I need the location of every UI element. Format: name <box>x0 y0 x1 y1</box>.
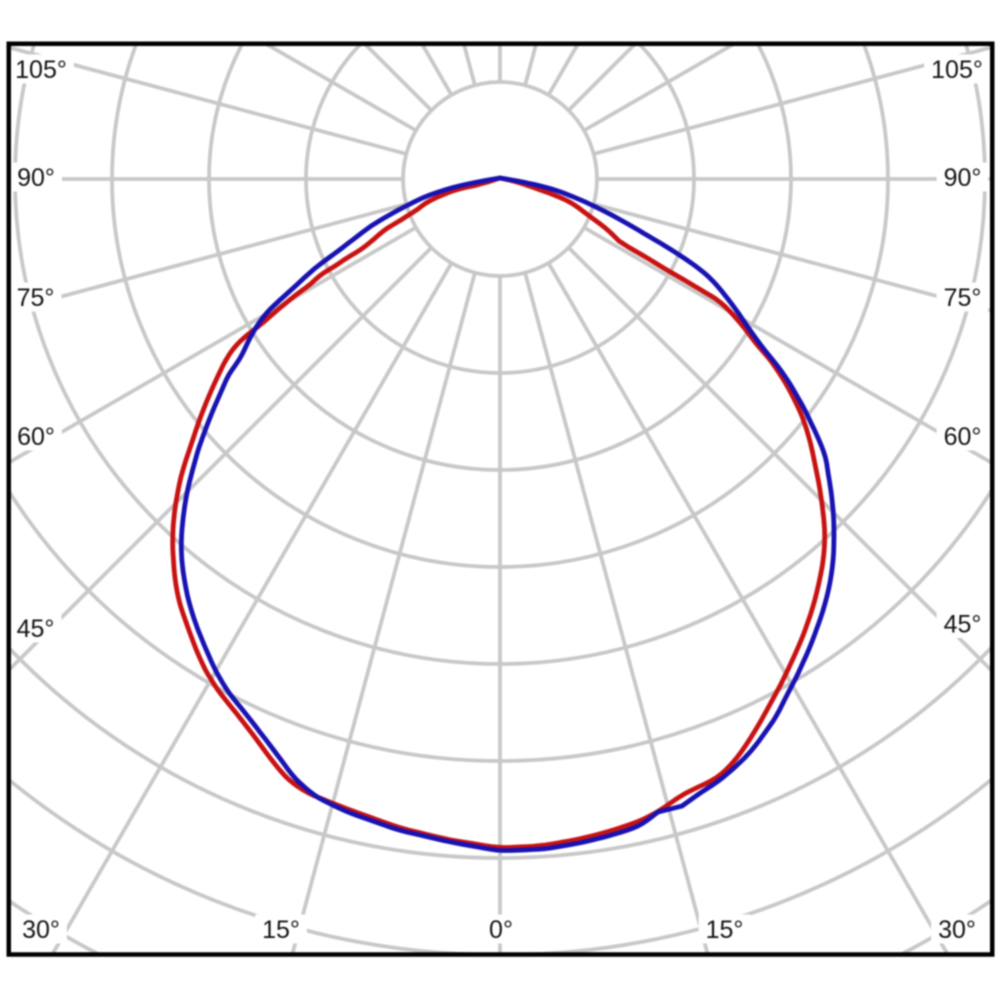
svg-text:30°: 30° <box>938 916 976 944</box>
svg-text:45°: 45° <box>944 611 982 639</box>
svg-text:90°: 90° <box>17 164 55 192</box>
svg-text:105°: 105° <box>931 56 983 84</box>
svg-text:0°: 0° <box>489 916 513 944</box>
svg-text:30°: 30° <box>22 916 60 944</box>
svg-text:105°: 105° <box>15 56 67 84</box>
svg-text:45°: 45° <box>17 615 55 643</box>
svg-text:60°: 60° <box>944 423 982 451</box>
svg-text:75°: 75° <box>17 284 55 312</box>
svg-text:15°: 15° <box>262 916 300 944</box>
svg-text:75°: 75° <box>944 284 982 312</box>
svg-text:60°: 60° <box>17 423 55 451</box>
svg-text:15°: 15° <box>706 916 744 944</box>
svg-text:90°: 90° <box>944 164 982 192</box>
